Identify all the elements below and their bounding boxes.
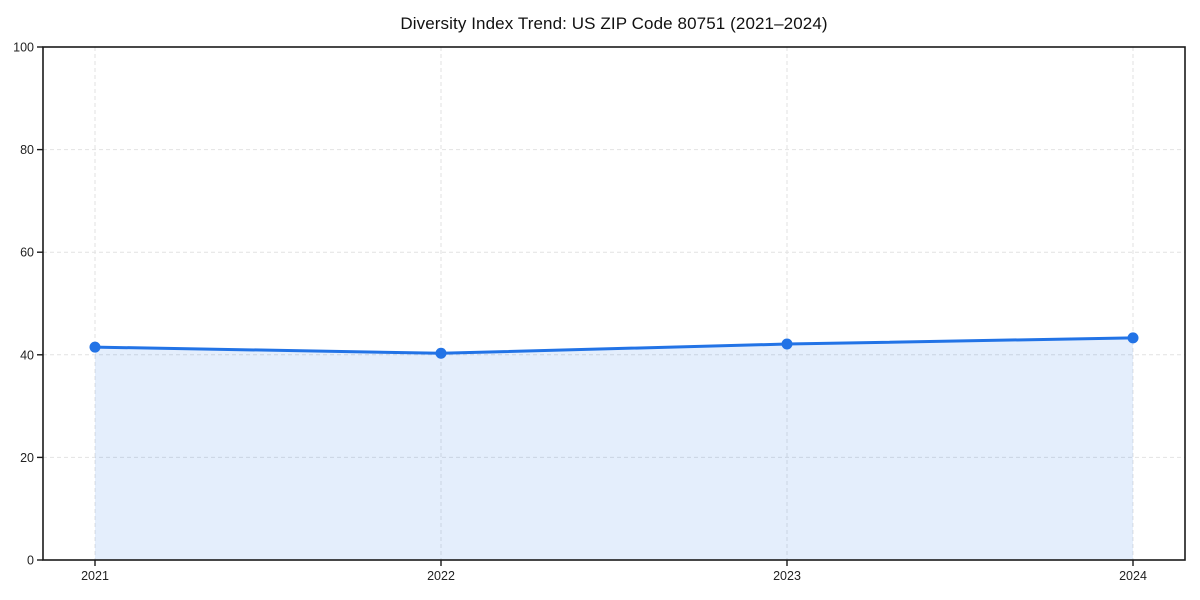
x-tick-label: 2021 bbox=[81, 569, 109, 583]
axis-frame bbox=[42, 46, 1186, 561]
y-tick-label: 40 bbox=[20, 348, 34, 362]
data-point bbox=[781, 338, 793, 350]
y-tick-label: 0 bbox=[27, 554, 34, 568]
y-tick-label: 60 bbox=[20, 246, 34, 260]
data-point bbox=[435, 347, 447, 359]
x-tick-label: 2023 bbox=[773, 569, 801, 583]
y-tick-label: 20 bbox=[20, 451, 34, 465]
x-tick-label: 2022 bbox=[427, 569, 455, 583]
y-tick-label: 100 bbox=[13, 41, 34, 55]
data-point bbox=[89, 341, 101, 353]
trend-line bbox=[93, 336, 1135, 355]
chart-title: Diversity Index Trend: US ZIP Code 80751… bbox=[400, 14, 828, 33]
y-tick-label: 80 bbox=[20, 143, 34, 157]
data-point bbox=[1127, 332, 1139, 344]
area-fill bbox=[95, 337, 1133, 560]
x-tick-label: 2024 bbox=[1119, 569, 1147, 583]
